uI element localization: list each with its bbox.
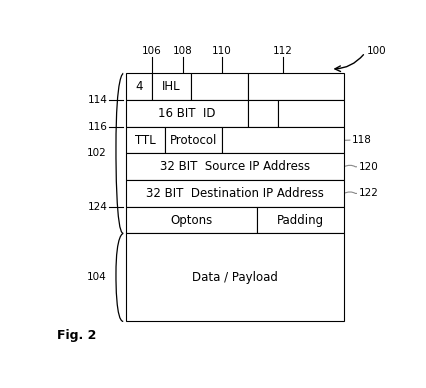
Text: Padding: Padding: [276, 214, 324, 227]
Bar: [126, 153, 344, 180]
Text: 104: 104: [86, 272, 106, 282]
Bar: [222, 127, 344, 153]
Text: 112: 112: [273, 45, 293, 55]
Bar: [126, 73, 152, 100]
Text: Fig. 2: Fig. 2: [57, 329, 96, 342]
Bar: [126, 207, 256, 234]
Bar: [126, 127, 165, 153]
Text: 118: 118: [352, 135, 372, 145]
Bar: [126, 234, 344, 321]
Text: 102: 102: [86, 149, 106, 158]
Bar: [165, 127, 222, 153]
Text: 16 BIT  ID: 16 BIT ID: [158, 107, 216, 120]
Bar: [279, 100, 344, 127]
Text: Optons: Optons: [170, 214, 213, 227]
Text: 124: 124: [88, 202, 108, 212]
Text: 122: 122: [359, 189, 379, 198]
Text: 32 BIT  Destination IP Address: 32 BIT Destination IP Address: [146, 187, 324, 200]
Bar: [256, 207, 344, 234]
Text: 114: 114: [88, 95, 108, 105]
Bar: [191, 73, 248, 100]
Text: 32 BIT  Source IP Address: 32 BIT Source IP Address: [160, 160, 310, 173]
Text: 108: 108: [173, 45, 193, 55]
Text: 116: 116: [88, 122, 108, 132]
Bar: [248, 73, 344, 100]
Text: 100: 100: [367, 46, 386, 56]
Text: 110: 110: [212, 45, 232, 55]
Text: 4: 4: [135, 80, 143, 93]
Bar: [248, 100, 279, 127]
Bar: [126, 100, 248, 127]
Text: 106: 106: [142, 45, 162, 55]
Text: Protocol: Protocol: [170, 133, 217, 147]
Bar: [152, 73, 191, 100]
Bar: [126, 180, 344, 207]
Text: IHL: IHL: [162, 80, 181, 93]
Text: TTL: TTL: [135, 133, 156, 147]
Text: 120: 120: [359, 162, 378, 172]
Text: Data / Payload: Data / Payload: [192, 271, 278, 284]
